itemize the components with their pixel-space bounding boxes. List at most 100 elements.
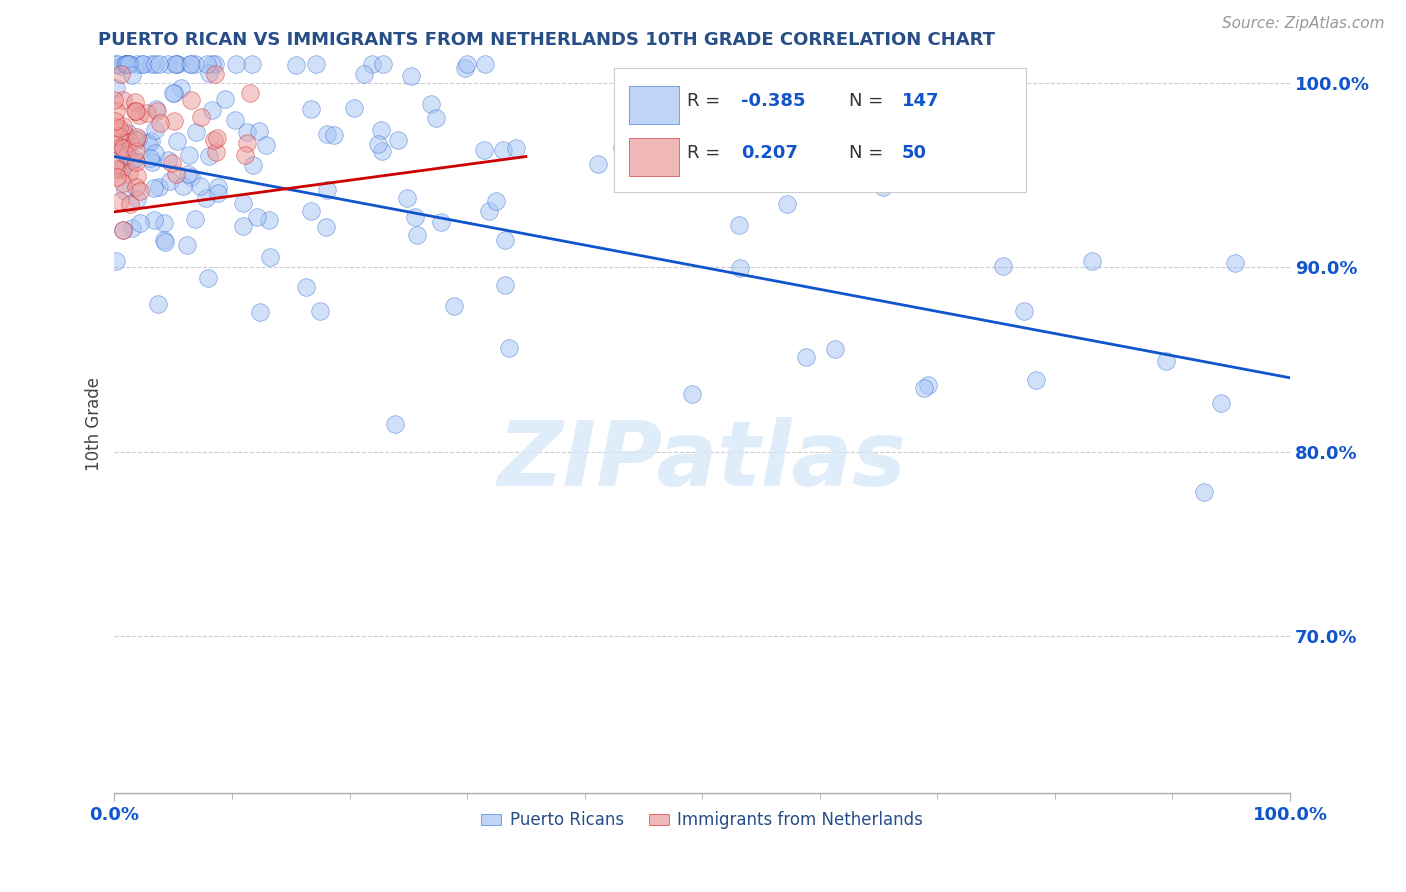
Point bbox=[419, 97, 441, 112]
Point bbox=[166, 57, 188, 71]
Point bbox=[156, 57, 179, 71]
Point bbox=[242, 158, 264, 172]
Point bbox=[103, 93, 125, 107]
Point bbox=[214, 92, 236, 106]
Point bbox=[179, 57, 201, 71]
Point bbox=[1209, 395, 1232, 409]
Point bbox=[201, 57, 224, 71]
Text: PUERTO RICAN VS IMMIGRANTS FROM NETHERLANDS 10TH GRADE CORRELATION CHART: PUERTO RICAN VS IMMIGRANTS FROM NETHERLA… bbox=[98, 31, 995, 49]
Point bbox=[917, 378, 939, 392]
Point bbox=[177, 147, 200, 161]
Point bbox=[204, 66, 226, 80]
Point bbox=[143, 57, 166, 71]
Point bbox=[492, 143, 515, 157]
Point bbox=[127, 169, 149, 183]
Point bbox=[121, 68, 143, 82]
Point bbox=[125, 192, 148, 206]
Point bbox=[114, 127, 136, 141]
Point bbox=[104, 158, 127, 172]
Point bbox=[1012, 304, 1035, 318]
Point bbox=[125, 104, 148, 119]
Point bbox=[105, 254, 128, 268]
Point bbox=[316, 127, 339, 141]
Point bbox=[143, 145, 166, 160]
Point bbox=[236, 124, 259, 138]
Point bbox=[107, 129, 129, 144]
Point bbox=[294, 280, 316, 294]
Point bbox=[247, 124, 270, 138]
Point bbox=[117, 126, 139, 140]
Point bbox=[404, 210, 426, 224]
Point bbox=[299, 103, 322, 117]
Point bbox=[104, 103, 127, 118]
Point bbox=[139, 151, 162, 165]
Point bbox=[195, 57, 218, 71]
Point bbox=[159, 173, 181, 187]
Point bbox=[125, 133, 148, 147]
Point bbox=[114, 57, 136, 71]
Point bbox=[315, 220, 337, 235]
Point bbox=[115, 57, 138, 71]
Point bbox=[108, 194, 131, 209]
Point bbox=[112, 120, 135, 134]
Point bbox=[105, 120, 128, 135]
Point bbox=[104, 81, 127, 95]
Point bbox=[180, 57, 202, 71]
Point bbox=[872, 180, 894, 194]
Text: -0.385: -0.385 bbox=[741, 92, 806, 110]
Point bbox=[775, 196, 797, 211]
Point bbox=[498, 341, 520, 355]
Point bbox=[1081, 253, 1104, 268]
Point bbox=[195, 190, 218, 204]
Point bbox=[112, 147, 135, 161]
Point bbox=[115, 57, 138, 71]
Point bbox=[633, 142, 655, 156]
Point bbox=[430, 214, 453, 228]
Point bbox=[143, 123, 166, 137]
Point bbox=[121, 221, 143, 235]
Point bbox=[177, 167, 200, 181]
Point bbox=[114, 184, 136, 198]
Point bbox=[143, 213, 166, 227]
Point bbox=[153, 233, 176, 247]
Point bbox=[505, 141, 527, 155]
Point bbox=[681, 386, 703, 401]
Point bbox=[180, 94, 202, 108]
Point bbox=[118, 166, 141, 180]
Point bbox=[371, 144, 394, 158]
Point bbox=[104, 137, 127, 152]
Point bbox=[166, 57, 188, 71]
Point bbox=[170, 80, 193, 95]
Point bbox=[197, 271, 219, 285]
Point bbox=[991, 260, 1014, 274]
Point bbox=[132, 57, 155, 71]
Point bbox=[110, 59, 132, 73]
Point bbox=[163, 113, 186, 128]
Point bbox=[232, 196, 254, 211]
Point bbox=[370, 123, 392, 137]
Point bbox=[586, 157, 609, 171]
Point bbox=[204, 145, 226, 160]
Point bbox=[184, 57, 207, 71]
Point bbox=[190, 110, 212, 124]
Point bbox=[128, 216, 150, 230]
Point bbox=[472, 143, 495, 157]
Point bbox=[104, 114, 127, 128]
Point bbox=[257, 213, 280, 227]
Point bbox=[184, 124, 207, 138]
Point bbox=[443, 299, 465, 313]
Point bbox=[233, 148, 256, 162]
Point bbox=[485, 194, 508, 208]
Point bbox=[141, 155, 163, 169]
FancyBboxPatch shape bbox=[614, 68, 1025, 192]
Point bbox=[148, 57, 170, 71]
Text: ZIPatlas: ZIPatlas bbox=[498, 417, 907, 505]
Point bbox=[120, 153, 142, 168]
Point bbox=[111, 161, 134, 176]
Point bbox=[118, 57, 141, 71]
Point bbox=[180, 170, 202, 185]
Point bbox=[285, 58, 308, 72]
Point bbox=[254, 137, 277, 152]
Point bbox=[308, 304, 330, 318]
Point bbox=[110, 139, 132, 153]
